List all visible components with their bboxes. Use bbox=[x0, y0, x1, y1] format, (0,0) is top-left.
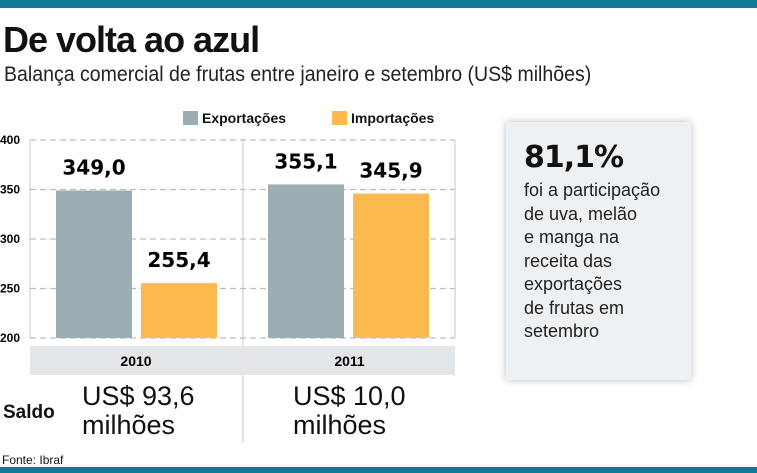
callout-text: foi a participação de uva, melão e manga… bbox=[524, 180, 661, 341]
bar-exportações bbox=[268, 184, 344, 338]
y-tick-label: 300 bbox=[0, 232, 20, 246]
y-tick-label: 350 bbox=[0, 183, 20, 197]
saldo-value: US$ 10,0 bbox=[293, 381, 406, 411]
legend-exportacoes: Exportações bbox=[183, 110, 286, 126]
legend-label: Exportações bbox=[202, 110, 287, 126]
data-label: 345,9 bbox=[359, 159, 422, 183]
legend-label: Importações bbox=[351, 110, 435, 126]
saldo-unit: milhões bbox=[293, 410, 387, 440]
saldo-label: Saldo bbox=[3, 402, 55, 423]
callout-value: 81,1% bbox=[524, 140, 624, 175]
data-label: 349,0 bbox=[62, 155, 125, 179]
data-label: 355,1 bbox=[274, 149, 337, 173]
category-band bbox=[244, 346, 455, 375]
legend-swatch-exportacoes bbox=[183, 111, 198, 125]
top-rule bbox=[0, 0, 757, 8]
chart-title: De volta ao azul bbox=[3, 19, 260, 60]
chart-subtitle: Balança comercial de frutas entre janeir… bbox=[4, 63, 592, 86]
data-label: 255,4 bbox=[147, 248, 210, 272]
saldo-2010: US$ 93,6 milhões bbox=[82, 382, 195, 440]
bar-importações bbox=[353, 193, 429, 338]
bar-importações bbox=[141, 283, 217, 338]
bottom-rule bbox=[0, 467, 757, 473]
bar-exportações bbox=[56, 190, 132, 338]
source-note: Fonte: Ibraf bbox=[2, 453, 64, 467]
y-tick-label: 400 bbox=[0, 133, 20, 147]
callout-box: 81,1% foi a participação de uva, melão e… bbox=[506, 122, 691, 380]
saldo-unit: milhões bbox=[82, 410, 176, 440]
legend-importacoes: Importações bbox=[332, 110, 434, 126]
y-tick-label: 250 bbox=[0, 282, 20, 296]
x-tick-label: 2011 bbox=[334, 353, 365, 369]
saldo-value: US$ 93,6 bbox=[82, 381, 195, 411]
x-tick-label: 2010 bbox=[120, 353, 151, 369]
y-tick-label: 200 bbox=[0, 331, 20, 345]
category-band bbox=[30, 346, 242, 375]
saldo-2011: US$ 10,0 milhões bbox=[293, 382, 406, 440]
legend-swatch-importacoes bbox=[332, 111, 347, 125]
